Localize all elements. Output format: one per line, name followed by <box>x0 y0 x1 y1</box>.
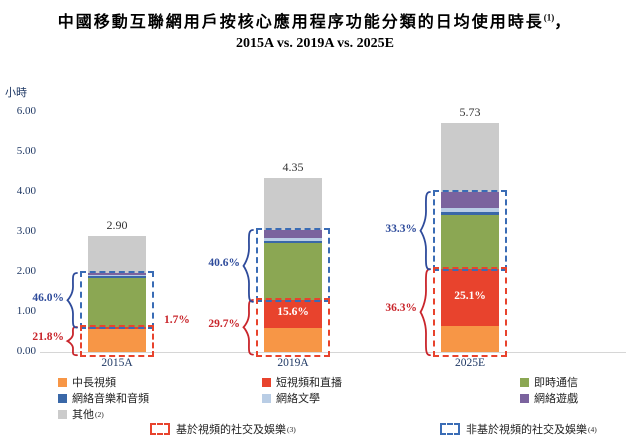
bar-total-label: 5.73 <box>459 104 481 119</box>
video-group-brace <box>65 325 78 356</box>
video-group-legend-item: 基於視頻的社交及娛樂 (3) <box>150 421 296 437</box>
bar-segment-2019A-6 <box>264 229 322 239</box>
bar-segment-2015A-3 <box>88 278 146 327</box>
x-axis-line <box>40 352 626 353</box>
non-video-group-box <box>80 271 154 329</box>
dashed-box-swatch-icon <box>150 423 170 435</box>
video-group-brace <box>242 299 254 356</box>
legend-item-label: 網絡音樂和音頻 <box>72 393 149 405</box>
legend-item-label: 中長視頻 <box>72 377 116 389</box>
bar-total-label: 4.35 <box>282 160 304 174</box>
legend-item-4: 網絡音樂和音頻 <box>58 390 149 406</box>
non-video-group-brace <box>66 272 78 329</box>
x-axis-category-label: 2019A <box>277 357 309 369</box>
bar-segment-2019A-4 <box>264 240 322 243</box>
legend-swatch-icon <box>58 393 67 403</box>
non-video-group-brace <box>242 228 254 303</box>
legend-swatch-icon <box>262 377 271 387</box>
video-group-brace <box>419 267 431 356</box>
bar-total-label: 2.90 <box>106 218 128 232</box>
legend-swatch-icon <box>520 393 529 403</box>
chart-title: 中國移動互聯網用戶按核心應用程序功能分類的日均使用時長(1)， <box>0 8 630 32</box>
chart-subtitle: 2015A vs. 2019A vs. 2025E <box>236 36 394 51</box>
non-video-group-box <box>256 227 330 303</box>
non-video-group-brace <box>419 191 431 271</box>
chart-title-comma: ， <box>554 14 573 31</box>
bar-segment-2025E-7 <box>441 122 499 193</box>
group-legend-footnote-sup: (4) <box>588 424 597 434</box>
bar-segment-2015A-6 <box>88 273 146 275</box>
x-axis-category-label: 2015A <box>101 357 133 369</box>
bar-segment-2025E-2 <box>441 268 499 327</box>
bar-segment-2025E-3 <box>441 215 499 269</box>
bar-segment-2025E-1 <box>441 326 499 352</box>
legend-item-label: 即時通信 <box>534 377 578 389</box>
y-axis-tick-label: 2.00 <box>16 265 36 277</box>
group-legend-label: 基於視頻的社交及娛樂 <box>176 424 286 436</box>
bar-segment-2015A-7 <box>88 236 146 274</box>
bar-segment-2025E-6 <box>441 192 499 209</box>
y-axis-tick-label: 4.00 <box>16 185 36 197</box>
short-video-pct-label: 25.1% <box>454 289 486 302</box>
non-video-group-legend-item: 非基於視頻的社交及娛樂 (4) <box>440 421 597 437</box>
legend-item-5: 網絡文學 <box>262 390 320 406</box>
group-legend-label: 非基於視頻的社交及娛樂 <box>466 424 587 436</box>
y-axis-tick-label: 6.00 <box>16 105 36 117</box>
legend-swatch-icon <box>520 377 529 387</box>
legend-item-7: 其他 (2) <box>58 406 104 422</box>
legend-item-label: 網絡遊戲 <box>534 393 578 405</box>
y-axis-tick-label: 1.00 <box>16 305 36 317</box>
bar-segment-2015A-4 <box>88 276 146 279</box>
non-video-group-box <box>433 190 507 271</box>
video-group-pct-label: 21.8% <box>32 331 64 344</box>
legend-swatch-icon <box>58 409 67 419</box>
bar-segment-2025E-4 <box>441 212 499 216</box>
short-video-pct-label: 1.7% <box>164 313 190 326</box>
group-legend-footnote-sup: (3) <box>287 424 296 434</box>
non-video-group-pct-label: 33.3% <box>385 222 417 235</box>
legend-item-3: 即時通信 <box>520 374 578 390</box>
short-video-pct-label: 15.6% <box>277 306 309 318</box>
title-footnote-sup: (1) <box>543 12 555 23</box>
bar-segment-2015A-5 <box>88 274 146 277</box>
dashed-box-swatch-icon <box>440 423 460 435</box>
bar-segment-2015A-1 <box>88 328 146 352</box>
y-axis-unit-label: 小時 <box>5 87 27 99</box>
y-axis-tick-label: 5.00 <box>16 145 36 157</box>
bar-segment-2019A-3 <box>264 242 322 301</box>
legend-item-label: 網絡文學 <box>276 393 320 405</box>
bar-segment-2019A-1 <box>264 327 322 352</box>
legend-item-2: 短視頻和直播 <box>262 374 342 390</box>
bar-segment-2019A-2 <box>264 300 322 328</box>
y-axis-tick-label: 3.00 <box>16 225 36 237</box>
bar-segment-2019A-5 <box>264 238 322 241</box>
non-video-group-pct-label: 46.0% <box>32 292 64 304</box>
legend-item-label: 其他 <box>72 409 94 421</box>
legend-footnote-sup: (2) <box>95 409 104 419</box>
non-video-group-pct-label: 40.6% <box>208 257 240 269</box>
bar-segment-2019A-7 <box>264 178 322 230</box>
video-group-box <box>80 324 154 357</box>
legend-swatch-icon <box>58 377 67 387</box>
video-group-box <box>256 298 330 357</box>
x-axis-category-label: 2025E <box>454 357 486 369</box>
y-axis-tick-label: 0.00 <box>16 345 36 357</box>
legend-item-label: 短視頻和直播 <box>276 377 342 389</box>
video-group-pct-label: 29.7% <box>208 318 240 331</box>
video-group-pct-label: 36.3% <box>385 302 417 315</box>
legend-item-6: 網絡遊戲 <box>520 390 578 406</box>
legend-item-1: 中長視頻 <box>58 374 116 390</box>
legend-swatch-icon <box>262 393 271 403</box>
video-group-box <box>433 266 507 357</box>
bar-segment-2025E-5 <box>441 208 499 213</box>
chart-title-text: 中國移動互聯網用戶按核心應用程序功能分類的日均使用時長 <box>57 14 544 31</box>
